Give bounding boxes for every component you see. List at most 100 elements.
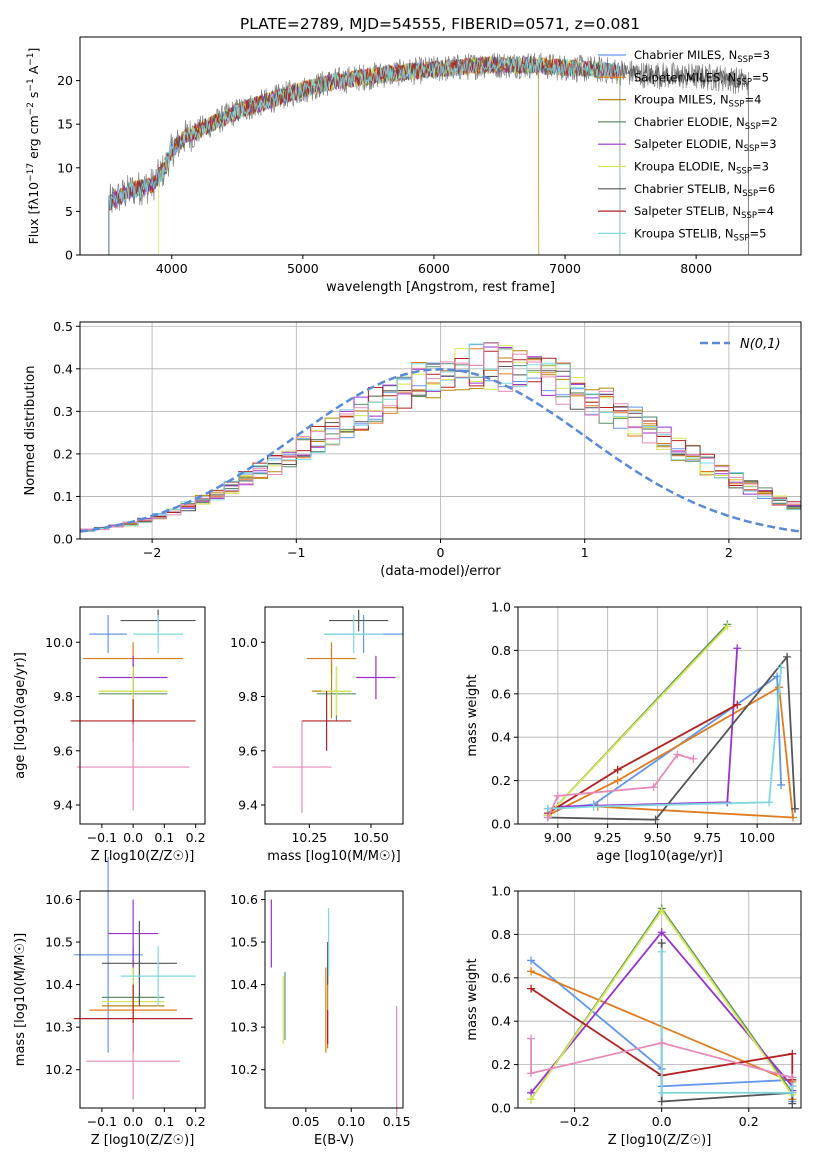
legend-suffix: =5 (752, 70, 769, 84)
legend-sub: SSP (742, 189, 758, 199)
tick-label-y: 10.6 (45, 892, 73, 907)
tick-label-x: −1 (287, 545, 305, 560)
weight-marker (788, 1073, 797, 1082)
tick-label-x: 0.2 (186, 830, 206, 845)
tick-label-x: 0.0 (123, 830, 143, 845)
weight-marker (689, 754, 698, 763)
weight-series (547, 703, 738, 814)
tick-label-x: 7000 (549, 261, 581, 276)
spectrum-xlabel: wavelength [Angstrom, rest frame] (326, 280, 555, 295)
model-spectrum (108, 55, 621, 255)
legend-sub: SSP (736, 77, 752, 87)
tick-label-y: 9.6 (53, 743, 73, 758)
ylabel-part: Flux [f (26, 205, 41, 245)
tick-label-x: 0.2 (186, 1114, 206, 1129)
weight-marker (527, 1034, 536, 1043)
legend-suffix: =2 (761, 115, 778, 129)
tick-label-y: 15 (57, 117, 73, 132)
tick-label-x: 10.00 (739, 830, 775, 845)
weight-marker (765, 798, 774, 807)
spectrum-frame (79, 36, 802, 256)
tick-label-x: 1 (581, 545, 589, 560)
legend-sub: SSP (737, 55, 753, 65)
z-vs-age-xlabel: Z [log10(Z/Z☉)] (91, 849, 195, 864)
tick-label-y: 20 (57, 73, 73, 88)
tick-label-x: 0.10 (337, 1114, 365, 1129)
ebv-vs-mass-points (270, 899, 398, 1117)
model-spectrum (108, 55, 621, 255)
tick-label-x: 4000 (156, 261, 188, 276)
legend-suffix: =3 (752, 160, 769, 174)
weight-series (547, 685, 795, 819)
model-spectrum (158, 56, 621, 255)
histogram-series (80, 350, 801, 532)
tick-label-y: 10.0 (45, 635, 73, 650)
weight-series (530, 987, 794, 1080)
age-vs-weight-frame (517, 606, 802, 825)
mass-vs-age-points (272, 609, 403, 814)
tick-label-y: 1.0 (491, 600, 511, 615)
tick-label-x: 0.2 (739, 1114, 759, 1129)
tick-label-x: −0.1 (87, 830, 117, 845)
tick-label-x: 0.15 (383, 1114, 411, 1129)
tick-label-x: 0.1 (154, 830, 174, 845)
weight-series (660, 943, 794, 1104)
model-spectrum (108, 55, 749, 255)
tick-label-y: 0.0 (53, 532, 73, 547)
tick-label-y: 9.8 (238, 689, 258, 704)
weight-marker (657, 1088, 666, 1097)
legend-entry: Kroupa MILES, NSSP=4 (634, 93, 761, 110)
ylabel-part: −2 (26, 102, 36, 115)
weight-marker (673, 750, 682, 759)
ebv-vs-mass-frame (264, 890, 404, 1109)
legend-entry: N(0,1) (740, 337, 781, 352)
weight-marker (777, 663, 786, 672)
z-vs-weight-xlabel: Z [log10(Z/Z☉)] (608, 1133, 712, 1148)
weight-marker (613, 776, 622, 785)
tick-label-y: 0.8 (491, 927, 511, 942)
legend-entry: Chabrier ELODIE, NSSP=2 (634, 115, 778, 132)
ylabel-part: −17 (26, 163, 36, 182)
tick-label-x: 0.0 (652, 1114, 672, 1129)
tick-label-y: 10 (57, 160, 73, 175)
tick-label-x: −0.2 (559, 1114, 589, 1129)
histogram-steps (80, 342, 801, 533)
tick-label-y: 0 (65, 248, 73, 263)
weight-marker (788, 1082, 797, 1091)
ylabel-part: s (26, 92, 41, 103)
z-vs-age-points (70, 609, 196, 811)
z-vs-mass-frame (79, 890, 206, 1109)
tick-label-y: 9.8 (53, 689, 73, 704)
tick-label-y: 10.6 (230, 892, 258, 907)
legend-text: Chabrier MILES, N (634, 48, 737, 62)
histogram-series (80, 343, 801, 532)
weight-marker (723, 622, 732, 631)
legend-entry: Kroupa ELODIE, NSSP=3 (634, 160, 769, 177)
weight-marker (733, 644, 742, 653)
legend-sub: SSP (734, 233, 750, 243)
legend-text: Salpeter MILES, N (634, 70, 736, 84)
tick-label-y: 0.2 (53, 446, 73, 461)
ylabel-part: erg cm (26, 115, 41, 163)
legend-entry: Salpeter MILES, NSSP=5 (634, 70, 769, 87)
z-vs-weight-ylabel: mass weight (465, 958, 480, 1040)
weight-marker (657, 906, 666, 915)
spectrum-axes: 4000 5000 6000 7000 8000 0 5 10 15 20 (57, 73, 712, 276)
tick-label-x: 0.0 (123, 1114, 143, 1129)
legend-suffix: =6 (758, 182, 775, 196)
weight-marker (527, 1095, 536, 1104)
age-vs-weight-axes: 9.00 9.25 9.50 9.75 10.00 0.0 0.2 0.4 0.6 0.8 1.0 (491, 600, 801, 845)
legend-sub: SSP (741, 211, 757, 221)
mass-vs-age-xlabel: mass [log10(M/M☉)] (267, 849, 400, 864)
tick-label-y: 0.4 (491, 730, 511, 745)
age-vs-weight-ylabel: mass weight (465, 674, 480, 756)
tick-label-y: 0.6 (491, 686, 511, 701)
histogram-frame (79, 321, 802, 540)
spectrum-ylabel: Flux [fλ10−17 erg cm−2 s−1 A−1] (26, 48, 41, 245)
legend-text: Chabrier STELIB, N (634, 182, 742, 196)
tick-label-y: 1.0 (491, 884, 511, 899)
legend-text: Chabrier ELODIE, N (634, 115, 745, 129)
